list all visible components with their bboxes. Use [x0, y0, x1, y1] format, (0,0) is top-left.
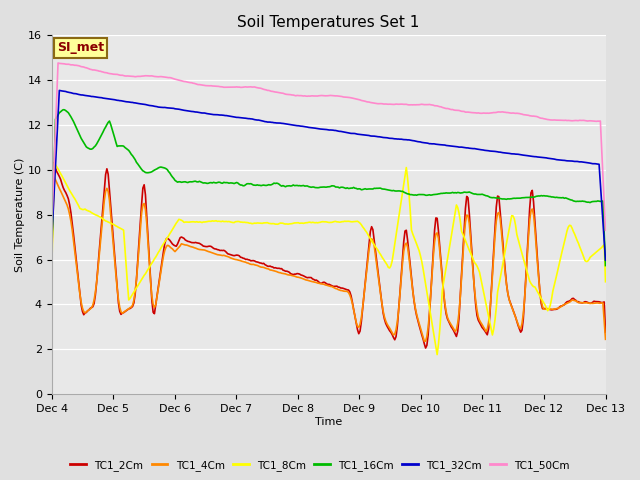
TC1_2Cm — [48, 236, 56, 241]
Line: TC1_50Cm: TC1_50Cm — [52, 63, 605, 230]
TC1_2Cm — [49, 160, 57, 166]
TC1_16Cm — [602, 263, 609, 268]
TC1_32Cm — [56, 87, 63, 93]
TC1_4Cm — [477, 320, 484, 325]
TC1_50Cm — [433, 103, 441, 109]
TC1_50Cm — [48, 226, 56, 231]
TC1_2Cm — [371, 238, 378, 243]
TC1_4Cm — [371, 243, 378, 249]
TC1_4Cm — [488, 273, 496, 278]
TC1_2Cm — [488, 269, 496, 275]
Legend: TC1_2Cm, TC1_4Cm, TC1_8Cm, TC1_16Cm, TC1_32Cm, TC1_50Cm: TC1_2Cm, TC1_4Cm, TC1_8Cm, TC1_16Cm, TC1… — [67, 456, 573, 475]
TC1_8Cm — [435, 341, 442, 347]
TC1_4Cm — [92, 289, 99, 295]
TC1_8Cm — [488, 332, 496, 338]
TC1_50Cm — [371, 100, 378, 106]
TC1_32Cm — [92, 94, 99, 100]
TC1_16Cm — [476, 192, 483, 197]
TC1_8Cm — [558, 250, 566, 255]
TC1_50Cm — [602, 228, 609, 233]
TC1_16Cm — [92, 143, 99, 149]
TC1_2Cm — [477, 322, 484, 328]
TC1_8Cm — [371, 242, 378, 248]
TC1_50Cm — [557, 117, 564, 123]
TC1_16Cm — [371, 185, 378, 191]
Line: TC1_4Cm: TC1_4Cm — [52, 177, 605, 341]
TC1_32Cm — [487, 148, 495, 154]
TC1_16Cm — [433, 192, 441, 197]
TC1_4Cm — [420, 338, 428, 344]
TC1_2Cm — [422, 345, 429, 351]
TC1_2Cm — [558, 303, 566, 309]
TC1_8Cm — [433, 352, 441, 358]
TC1_50Cm — [476, 110, 483, 116]
Line: TC1_32Cm: TC1_32Cm — [52, 90, 605, 260]
TC1_8Cm — [602, 279, 609, 285]
Line: TC1_2Cm: TC1_2Cm — [52, 163, 605, 348]
TC1_16Cm — [557, 195, 564, 201]
TC1_8Cm — [51, 160, 58, 166]
TC1_4Cm — [51, 174, 58, 180]
TC1_32Cm — [433, 142, 441, 147]
TC1_16Cm — [60, 107, 67, 113]
TC1_32Cm — [557, 157, 564, 163]
TC1_4Cm — [435, 235, 442, 241]
TC1_32Cm — [48, 239, 56, 245]
Y-axis label: Soil Temperature (C): Soil Temperature (C) — [15, 157, 25, 272]
TC1_32Cm — [371, 133, 378, 139]
Title: Soil Temperatures Set 1: Soil Temperatures Set 1 — [237, 15, 420, 30]
TC1_4Cm — [48, 259, 56, 265]
TC1_32Cm — [476, 146, 483, 152]
TC1_2Cm — [92, 292, 99, 298]
TC1_32Cm — [602, 257, 609, 263]
Text: SI_met: SI_met — [57, 41, 104, 54]
Line: TC1_8Cm: TC1_8Cm — [52, 163, 605, 355]
TC1_8Cm — [48, 275, 56, 280]
TC1_16Cm — [48, 255, 56, 261]
TC1_50Cm — [92, 67, 99, 73]
TC1_4Cm — [558, 303, 566, 309]
TC1_8Cm — [92, 212, 99, 217]
TC1_16Cm — [487, 195, 495, 201]
TC1_4Cm — [602, 336, 609, 342]
X-axis label: Time: Time — [315, 417, 342, 427]
TC1_8Cm — [477, 276, 484, 282]
Line: TC1_16Cm: TC1_16Cm — [52, 110, 605, 265]
TC1_50Cm — [54, 60, 62, 66]
TC1_2Cm — [435, 228, 442, 234]
TC1_2Cm — [602, 329, 609, 335]
TC1_50Cm — [487, 110, 495, 116]
